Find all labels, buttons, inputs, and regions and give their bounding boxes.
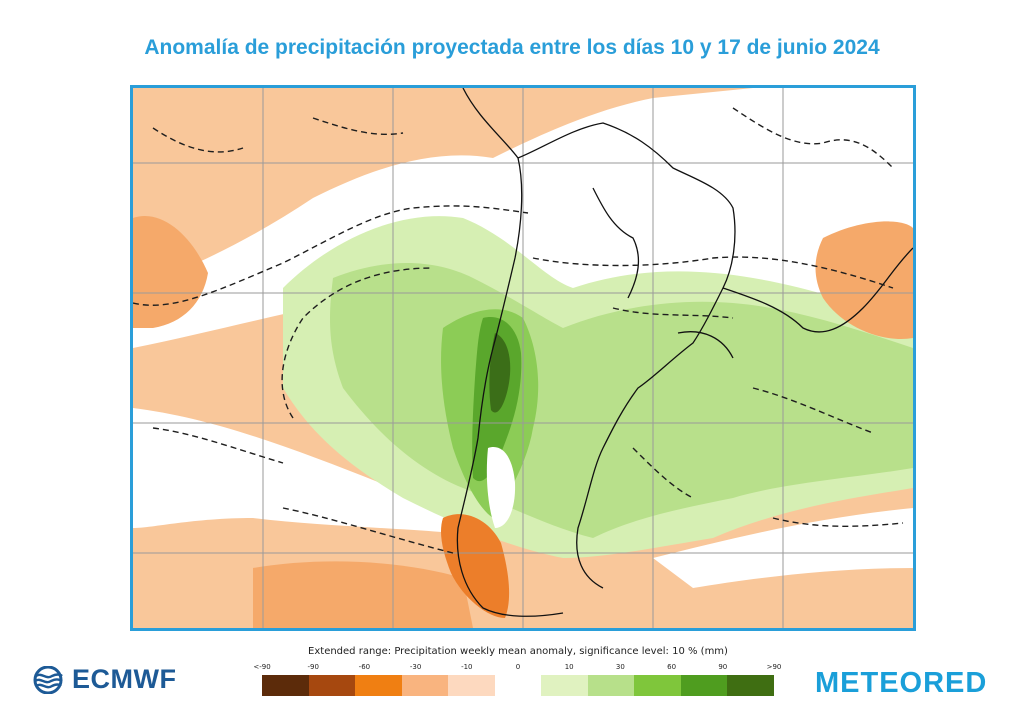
legend-swatch-1 (308, 675, 356, 696)
legend-swatch-8 (634, 675, 681, 696)
legend-caption: Extended range: Precipitation weekly mea… (308, 646, 728, 657)
legend-swatch-7 (587, 675, 635, 696)
legend-tick: -90 (307, 663, 319, 671)
anomaly-orange-south (253, 561, 473, 628)
ecmwf-logo-text: ECMWF (72, 664, 177, 694)
anomaly-green-darkest (489, 333, 511, 413)
precipitation-anomaly-map (130, 85, 916, 631)
legend-tick: -60 (358, 663, 371, 671)
legend-tick: 30 (615, 663, 625, 671)
anomaly-orange-west (133, 216, 208, 328)
ecmwf-wave-icon (33, 665, 63, 694)
neutral-zone-south (133, 408, 493, 538)
legend-swatch-6 (541, 675, 588, 696)
legend-swatch-0 (262, 675, 309, 696)
map-title: Anomalía de precipitación proyectada ent… (144, 36, 880, 59)
anomaly-orange-east (815, 221, 913, 339)
neutral-patch-patagonia (486, 447, 516, 528)
legend-tick: 10 (564, 663, 574, 671)
legend-swatch-5 (494, 675, 542, 696)
ecmwf-logo: ECMWF (30, 664, 176, 695)
meteored-logo: METEORED (815, 667, 988, 699)
legend-swatch-4 (448, 675, 495, 696)
legend-tick: 0 (515, 663, 521, 671)
coastline (456, 88, 913, 617)
legend-tick: <-90 (253, 663, 271, 671)
legend-color-bar (262, 675, 775, 696)
legend-tick: -30 (409, 663, 422, 671)
legend-tick: -10 (461, 663, 473, 671)
legend-tick: 90 (718, 663, 728, 671)
legend-swatch-9 (680, 675, 728, 696)
significance-contours (133, 107, 904, 554)
graticule (133, 88, 913, 628)
legend-tick: 60 (667, 663, 677, 671)
legend-tick: >90 (766, 663, 782, 671)
legend-swatch-2 (355, 675, 402, 696)
legend-swatch-10 (727, 675, 775, 696)
legend-tick-labels: <-90 -90 -60 -30 -10 0 10 30 60 90 >90 (253, 663, 781, 673)
anomaly-orange-patagonia (440, 514, 510, 618)
legend-swatch-3 (401, 675, 449, 696)
